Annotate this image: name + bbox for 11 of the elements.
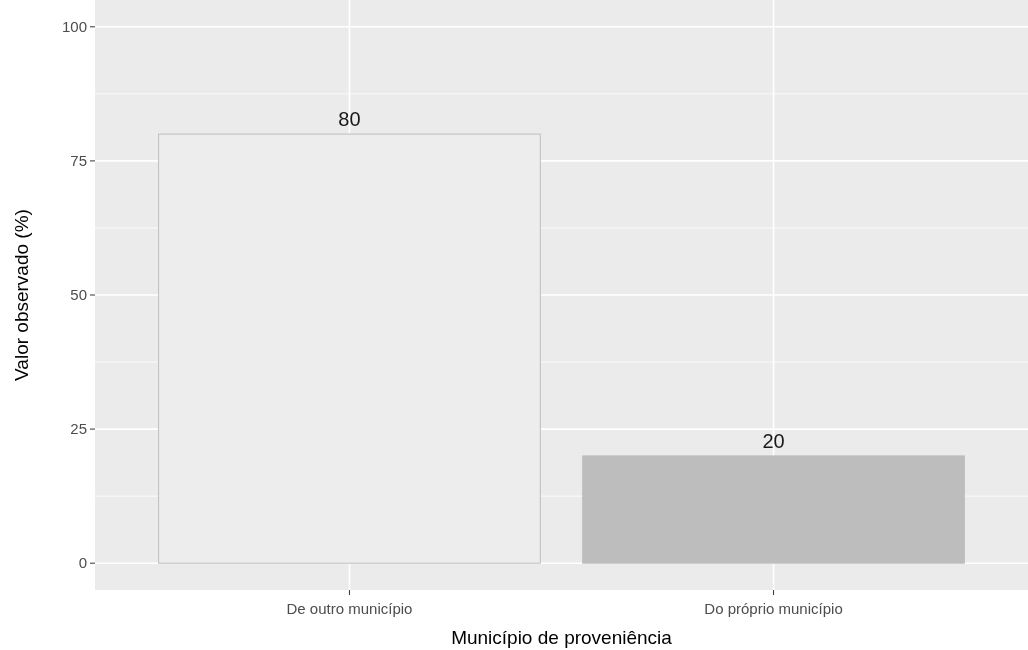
data-label: 80 <box>338 108 361 131</box>
data-label: 20 <box>762 429 785 452</box>
y-tick-label: 25 <box>70 420 87 438</box>
y-tick-label: 0 <box>78 554 87 572</box>
y-tick-label: 50 <box>70 286 87 304</box>
y-axis-title: Valor observado (%) <box>11 209 32 381</box>
x-tick-label: Do próprio município <box>704 600 843 617</box>
x-tick-label: De outro município <box>286 600 413 617</box>
x-axis-title: Município de proveniência <box>451 627 673 648</box>
y-tick-label: 100 <box>61 18 87 36</box>
y-tick-label: 75 <box>70 152 87 170</box>
